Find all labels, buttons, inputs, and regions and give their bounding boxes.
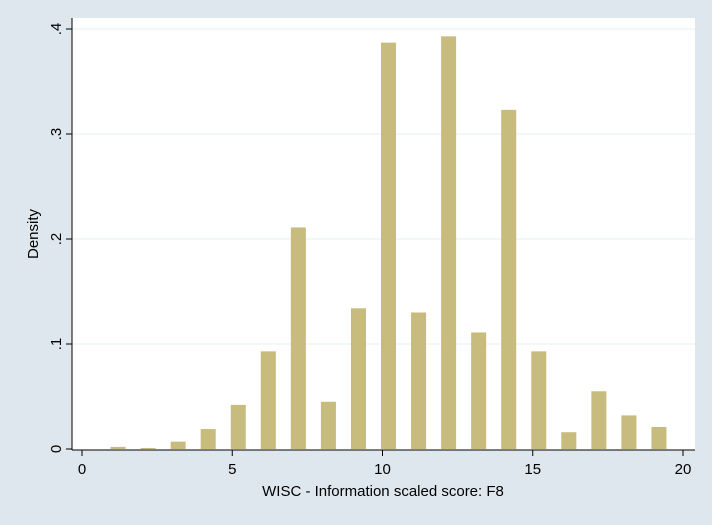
bar-0 — [110, 446, 126, 449]
bars — [110, 36, 667, 450]
bar-18 — [651, 426, 667, 449]
bar-13 — [501, 109, 517, 449]
y-tick-label-2: .2 — [48, 233, 65, 246]
bar-17 — [621, 415, 637, 449]
x-axis-title: WISC - Information scaled score: F8 — [262, 483, 504, 500]
x-tick-label-2: 10 — [374, 461, 391, 478]
bar-9 — [380, 42, 397, 450]
bar-4 — [230, 404, 246, 449]
x-tick-label-0: 0 — [78, 461, 86, 478]
bar-6 — [290, 227, 306, 449]
bar-15 — [561, 432, 577, 449]
bar-1 — [140, 447, 156, 449]
bar-2 — [170, 441, 186, 449]
bar-7 — [320, 401, 336, 449]
bar-3 — [200, 429, 216, 449]
y-tick-label-0: 0 — [48, 445, 65, 453]
bar-8 — [350, 308, 366, 449]
x-tick-label-3: 15 — [524, 461, 541, 478]
bar-10 — [411, 312, 427, 449]
y-tick-label-1: .1 — [48, 338, 65, 351]
y-tick-label-4: .4 — [48, 23, 65, 36]
y-tick-label-3: .3 — [48, 128, 65, 141]
x-tick-label-1: 5 — [228, 461, 236, 478]
bar-16 — [591, 391, 607, 449]
bar-14 — [531, 351, 547, 449]
bar-12 — [471, 332, 487, 449]
bar-5 — [260, 351, 276, 449]
y-axis-title: Density — [25, 208, 42, 259]
x-tick-label-4: 20 — [675, 461, 692, 478]
bar-11 — [441, 36, 457, 449]
axes: 0 5 10 15 20 0 .1 .2 .3 .4 — [48, 18, 695, 478]
